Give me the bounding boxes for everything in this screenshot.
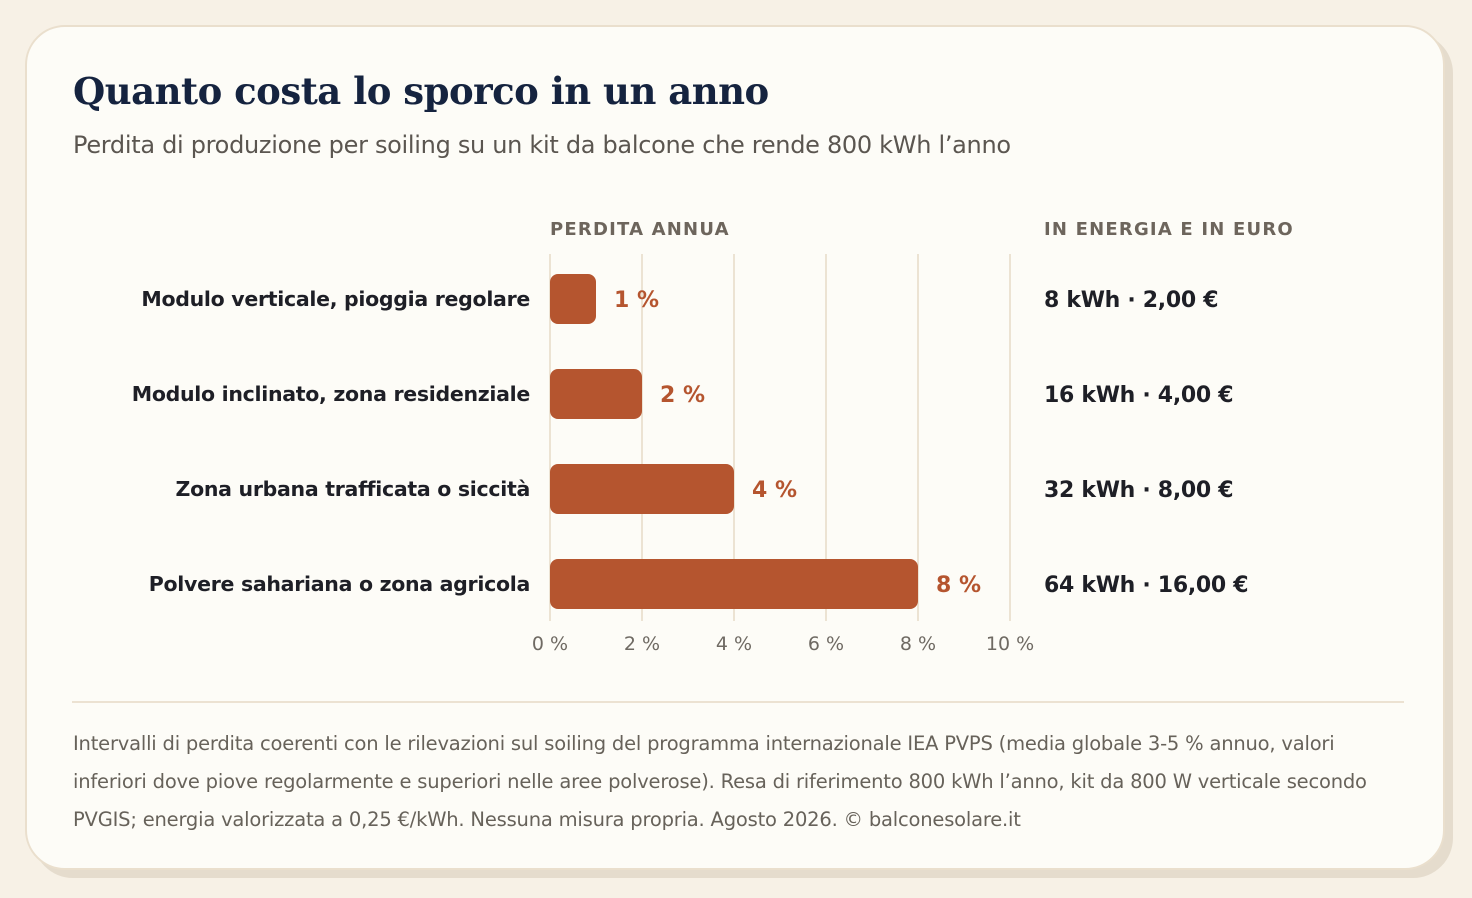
chart-card: Quanto costa lo sporco in un anno Perdit…	[25, 25, 1445, 870]
chart-subtitle: Perdita di produzione per soiling su un …	[73, 131, 1011, 159]
energy-label: 32 kWh · 8,00 €	[1044, 478, 1233, 503]
chart-title: Quanto costa lo sporco in un anno	[73, 69, 769, 113]
category-label: Zona urbana trafficata o siccità	[176, 477, 530, 501]
energy-label: 8 kWh · 2,00 €	[1044, 288, 1218, 313]
energy-label: 64 kWh · 16,00 €	[1044, 573, 1248, 598]
x-tick-label: 4 %	[716, 633, 752, 655]
divider	[72, 701, 1404, 703]
loss-column-header: PERDITA ANNUA	[550, 219, 730, 240]
category-label: Polvere sahariana o zona agricola	[149, 572, 530, 596]
value-label: 8 %	[936, 573, 981, 598]
x-tick-label: 10 %	[986, 633, 1034, 655]
bar	[550, 559, 918, 609]
energy-column-header: IN ENERGIA E IN EURO	[1044, 219, 1294, 240]
x-tick-label: 6 %	[808, 633, 844, 655]
value-label: 1 %	[614, 288, 659, 313]
bar-chart: 0 % 2 % 4 % 6 % 8 % 10 % Modulo verticale, pio…	[132, 254, 1249, 655]
value-label: 2 %	[660, 383, 705, 408]
bar	[550, 369, 642, 419]
x-tick-label: 2 %	[624, 633, 660, 655]
x-tick-label: 0 %	[532, 633, 568, 655]
category-label: Modulo verticale, pioggia regolare	[141, 287, 530, 311]
energy-label: 16 kWh · 4,00 €	[1044, 383, 1233, 408]
bar	[550, 274, 596, 324]
footnote: Intervalli di perdita coerenti con le ri…	[73, 732, 1367, 831]
value-label: 4 %	[752, 478, 797, 503]
bar	[550, 464, 734, 514]
x-tick-label: 8 %	[900, 633, 936, 655]
category-label: Modulo inclinato, zona residenziale	[132, 382, 530, 406]
